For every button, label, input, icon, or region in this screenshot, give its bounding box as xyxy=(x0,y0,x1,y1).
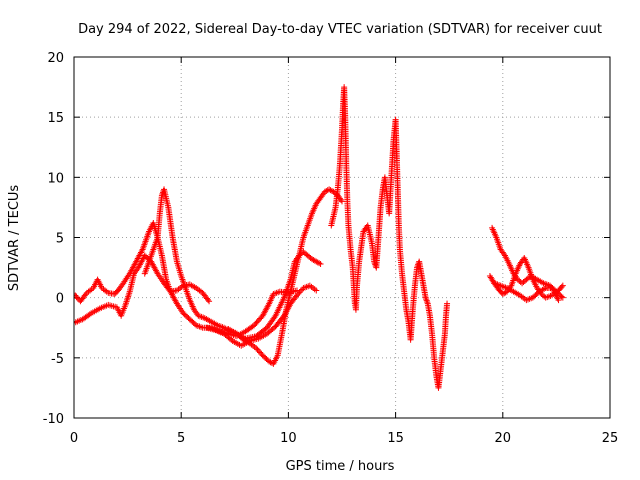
data-point xyxy=(444,300,451,307)
data-point xyxy=(257,349,264,356)
data-point xyxy=(293,292,300,299)
data-point xyxy=(258,350,265,357)
data-point xyxy=(559,282,566,289)
data-point xyxy=(255,348,262,355)
data-point xyxy=(313,287,320,294)
data-point xyxy=(254,346,261,353)
data-point xyxy=(206,298,213,305)
y-tick-label: 5 xyxy=(56,232,64,247)
x-tick-label: 5 xyxy=(177,431,185,446)
data-point xyxy=(295,290,302,297)
x-tick-label: 0 xyxy=(70,431,78,446)
y-tick-label: 10 xyxy=(47,171,64,186)
data-point xyxy=(296,289,303,296)
data-point xyxy=(253,345,260,352)
series-track-e xyxy=(225,248,324,342)
series-track-i xyxy=(491,280,562,304)
series-track-f xyxy=(328,84,451,391)
data-point xyxy=(82,291,89,298)
data-point xyxy=(555,297,562,304)
data-point xyxy=(297,287,304,294)
data-point xyxy=(74,293,80,300)
y-tick-label: 20 xyxy=(47,51,64,66)
data-point xyxy=(558,283,565,290)
x-tick-label: 10 xyxy=(280,431,297,446)
tick-labels: 0 5 10 15 20 25 -10 -5 0 5 10 15 20 xyxy=(43,51,619,446)
data-point xyxy=(205,296,211,303)
x-tick-label: 15 xyxy=(387,431,404,446)
y-axis-label: SDTVAR / TECUs xyxy=(7,185,22,292)
data-points xyxy=(73,84,566,391)
x-axis-label: GPS time / hours xyxy=(286,459,395,474)
data-point xyxy=(339,198,345,205)
y-tick-label: -5 xyxy=(51,352,64,367)
plot-frame xyxy=(73,56,611,419)
y-tick-label: -10 xyxy=(43,412,64,427)
data-point xyxy=(317,260,324,267)
data-point xyxy=(86,311,93,318)
data-point xyxy=(316,260,323,267)
data-point xyxy=(271,324,278,331)
x-tick-label: 25 xyxy=(602,431,619,446)
y-tick-label: 0 xyxy=(56,292,64,307)
data-point xyxy=(559,294,566,301)
data-point xyxy=(228,336,235,343)
chart-title: Day 294 of 2022, Sidereal Day-to-day VTE… xyxy=(78,22,602,37)
data-point xyxy=(558,293,565,300)
y-tick-label: 15 xyxy=(47,111,64,126)
x-tick-label: 20 xyxy=(495,431,512,446)
